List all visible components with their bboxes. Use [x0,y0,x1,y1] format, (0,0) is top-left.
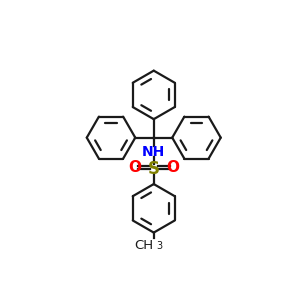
Text: 3: 3 [157,242,163,251]
Text: O: O [128,160,141,175]
Text: S: S [148,160,160,178]
Text: NH: NH [142,145,165,159]
Text: O: O [166,160,179,175]
Text: CH: CH [134,239,153,252]
